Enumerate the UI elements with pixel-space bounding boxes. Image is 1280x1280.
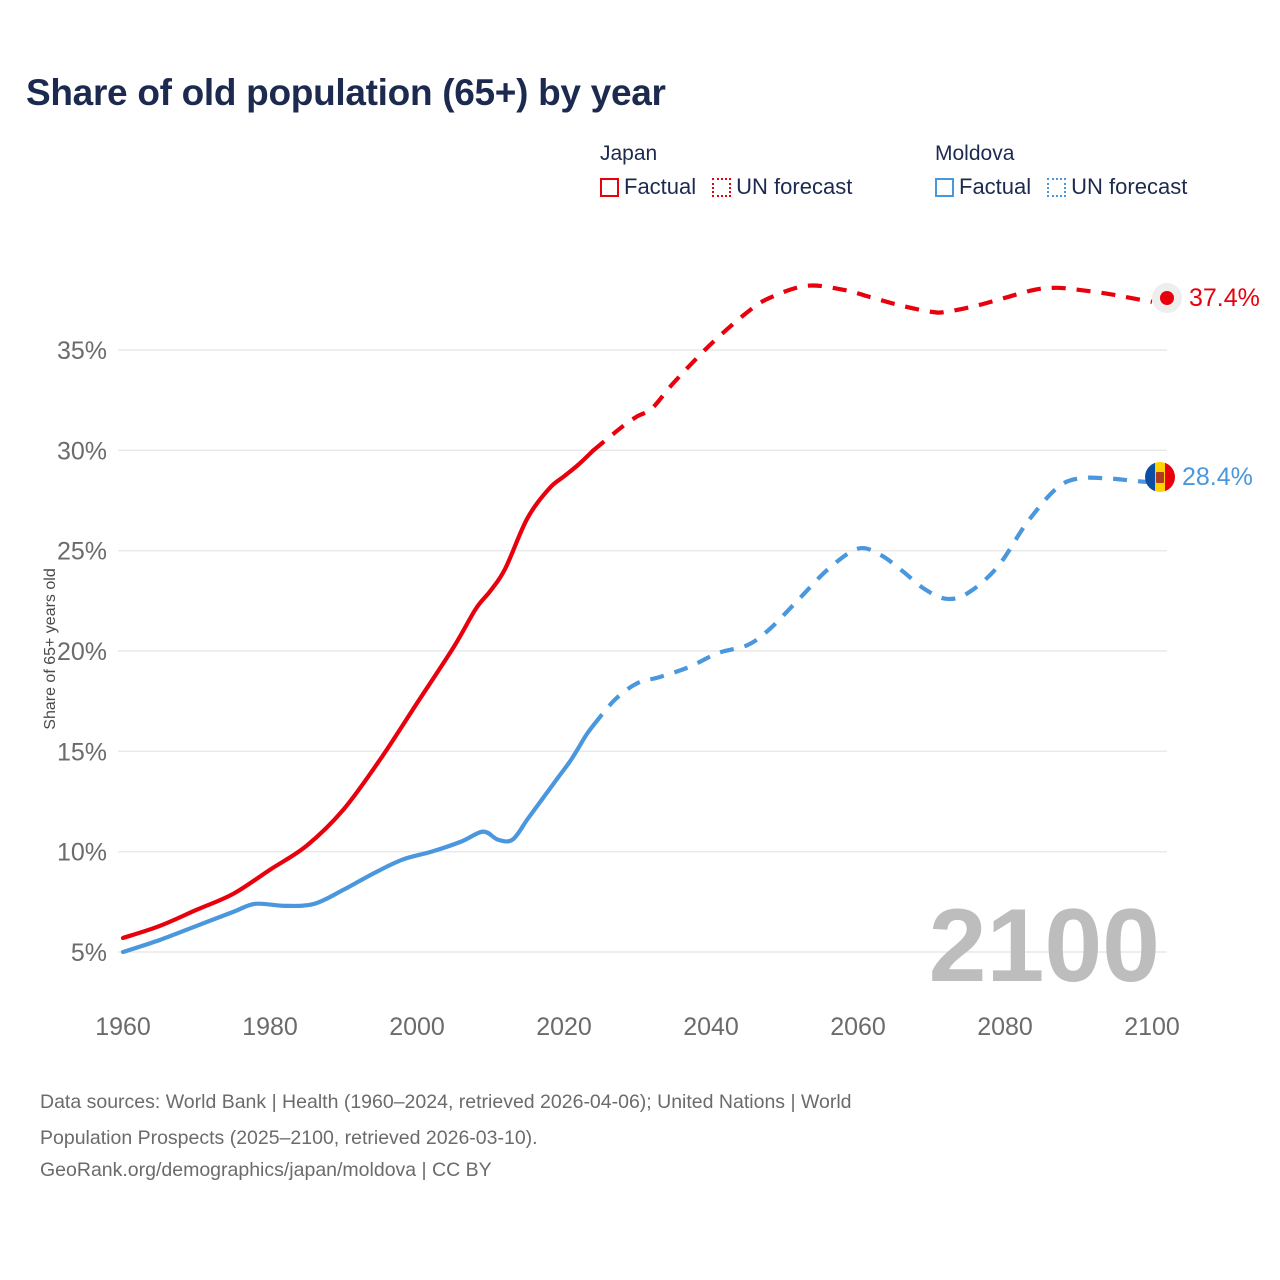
x-axis-tick-label: 1980 [242,1013,298,1041]
y-axis-tick-label: 35% [57,337,107,365]
footer-line-3: GeoRank.org/demographics/japan/moldova |… [40,1159,492,1181]
x-axis-tick-label: 2020 [536,1013,592,1041]
legend-swatch-solid-icon [600,177,619,197]
legend-label-japan-forecast: UN forecast [736,174,853,199]
x-axis-tick-label: 2000 [389,1013,445,1041]
moldova-flag-icon [1145,462,1175,492]
series-line-factual-japan [120,448,596,941]
endpoint-label-japan: 37.4% [1152,283,1260,313]
y-axis-tick-label: 30% [57,437,107,465]
legend-item-moldova-forecast[interactable]: UN forecast [1047,174,1187,200]
endpoint-value-japan: 37.4% [1189,283,1260,312]
legend-item-japan-factual[interactable]: Factual [600,174,696,200]
line-chart-svg: 5% 10% 15% 20% 25% 30% 35% 1960 1980 2000 2020 2040… [57,283,1180,1041]
legend-item-japan-forecast[interactable]: UN forecast [712,174,852,200]
plot-area: 5% 10% 15% 20% 25% 30% 35% 1960 1980 2000 2020 2040… [42,283,1180,1041]
legend-country-japan: Japan [600,142,658,165]
series-line-factual-moldova [120,723,596,955]
legend-label-japan-factual: Factual [624,174,697,199]
footer-line-2: Population Prospects (2025–2100, retriev… [40,1127,538,1149]
x-axis-tick-label: 2080 [977,1013,1033,1041]
series-line-forecast-moldova [591,475,1153,727]
chart-legend: Japan Factual UN forecast Moldova Factua… [600,142,1260,222]
footer-sources: Data sources: World Bank | Health (1960–… [40,1086,1240,1186]
x-axis-tick-label: 2040 [683,1013,739,1041]
legend-item-moldova-factual[interactable]: Factual [935,174,1031,200]
y-axis-tick-label: 20% [57,638,107,666]
series-line-forecast-japan [592,283,1153,452]
y-axis-tick-label: 10% [57,839,107,867]
legend-country-moldova: Moldova [935,142,1015,165]
x-axis-tick-label: 2060 [830,1013,886,1041]
legend-group-moldova: Moldova Factual UN forecast [935,142,1203,200]
japan-flag-icon [1152,283,1182,313]
y-axis-tick-label: 5% [71,939,107,967]
legend-label-moldova-forecast: UN forecast [1071,174,1188,199]
legend-swatch-solid-icon [935,177,954,197]
y-axis-tick-label: 25% [57,538,107,566]
legend-group-japan: Japan Factual UN forecast [600,142,868,200]
page-title: Share of old population (65+) by year [26,72,666,113]
legend-swatch-dotted-icon [712,177,732,197]
y-axis-tick-label: 15% [57,738,107,766]
y-axis-title: Share of 65+ years old [42,568,59,730]
footer-line-1: Data sources: World Bank | Health (1960–… [40,1091,852,1113]
x-axis-tick-label: 1960 [95,1013,151,1041]
x-axis-tick-label: 2100 [1124,1013,1180,1041]
legend-swatch-dotted-icon [1047,177,1067,197]
endpoint-value-moldova: 28.4% [1182,462,1253,491]
legend-label-moldova-factual: Factual [959,174,1032,199]
endpoint-label-moldova: 28.4% [1145,462,1253,492]
